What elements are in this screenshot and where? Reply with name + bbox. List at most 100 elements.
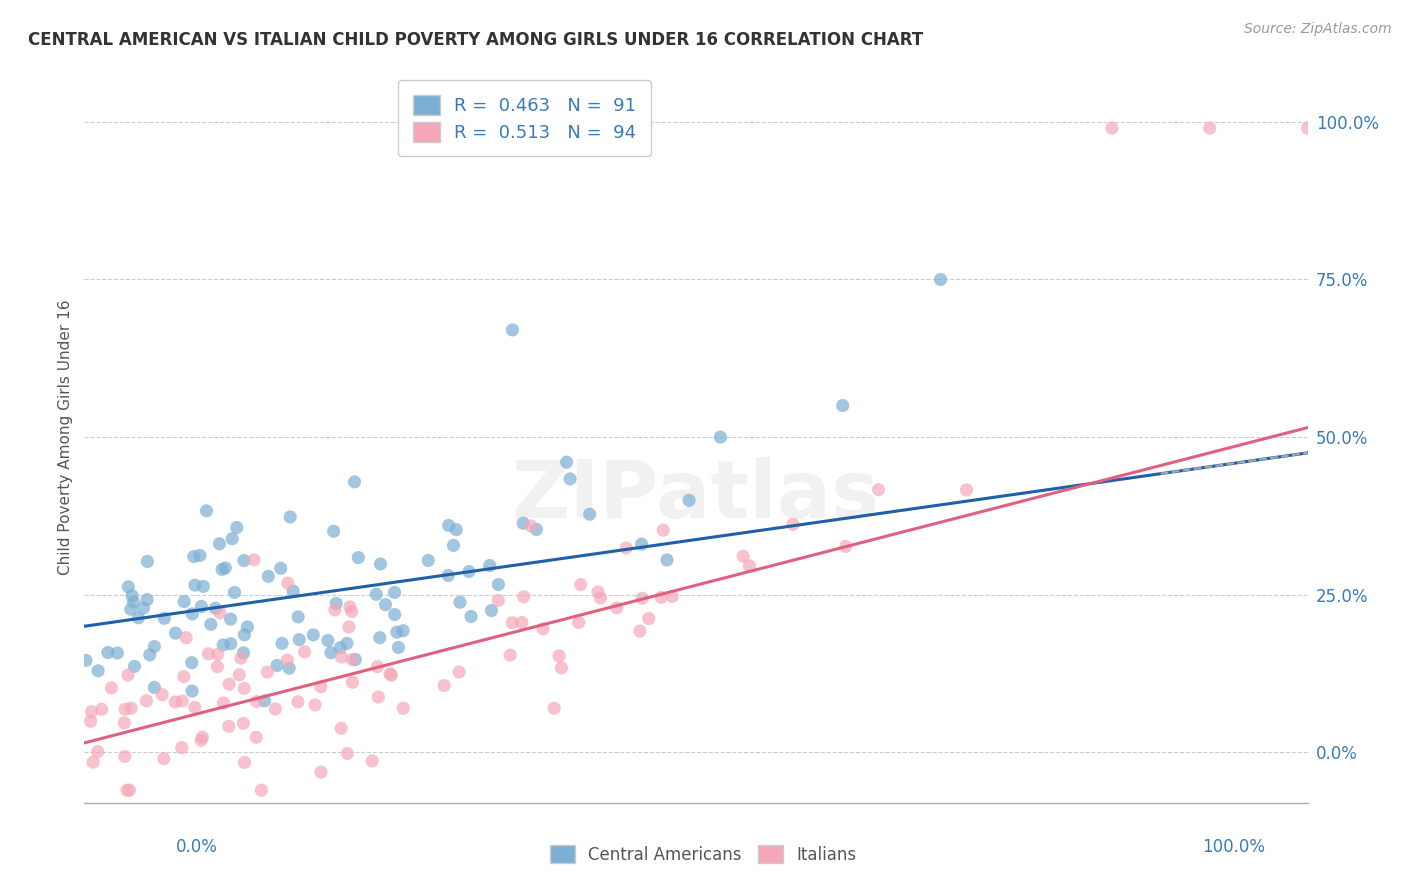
Point <box>233 553 256 567</box>
Point <box>319 646 342 660</box>
Point <box>589 591 612 605</box>
Point <box>207 659 229 673</box>
Point <box>219 612 242 626</box>
Point <box>172 694 194 708</box>
Point <box>309 765 332 780</box>
Point <box>652 523 675 537</box>
Text: 0.0%: 0.0% <box>176 838 218 855</box>
Point <box>250 783 273 797</box>
Point <box>325 596 347 610</box>
Point <box>212 638 235 652</box>
Point <box>114 702 136 716</box>
Point <box>631 591 654 606</box>
Point <box>184 578 207 592</box>
Point <box>153 752 176 766</box>
Point <box>384 585 406 599</box>
Point <box>236 620 259 634</box>
Point <box>181 607 204 621</box>
Point <box>387 640 409 655</box>
Point <box>150 688 173 702</box>
Point <box>510 615 533 630</box>
Point <box>233 628 256 642</box>
Point <box>90 702 112 716</box>
Point <box>329 640 352 655</box>
Point <box>444 523 467 537</box>
Point <box>86 745 108 759</box>
Point <box>650 591 672 605</box>
Point <box>302 628 325 642</box>
Point <box>278 661 301 675</box>
Point <box>82 755 104 769</box>
Point <box>184 700 207 714</box>
Point <box>245 731 267 745</box>
Point <box>246 695 269 709</box>
Point <box>80 705 103 719</box>
Point <box>183 549 205 564</box>
Point <box>1296 121 1319 136</box>
Point <box>105 646 128 660</box>
Point <box>173 670 195 684</box>
Legend: R =  0.463   N =  91, R =  0.513   N =  94: R = 0.463 N = 91, R = 0.513 N = 94 <box>398 80 651 156</box>
Point <box>270 561 292 575</box>
Point <box>288 632 311 647</box>
Point <box>323 603 346 617</box>
Point <box>361 754 384 768</box>
Point <box>218 719 240 733</box>
Point <box>221 532 243 546</box>
Point <box>257 569 280 583</box>
Point <box>586 585 609 599</box>
Point <box>278 510 301 524</box>
Point <box>271 636 294 650</box>
Point <box>139 648 162 662</box>
Point <box>366 587 388 601</box>
Point <box>392 701 415 715</box>
Point <box>738 558 761 573</box>
Point <box>195 504 218 518</box>
Text: Source: ZipAtlas.com: Source: ZipAtlas.com <box>1244 22 1392 37</box>
Point <box>97 645 120 659</box>
Point <box>418 553 440 567</box>
Point <box>330 650 353 665</box>
Point <box>322 524 344 539</box>
Point <box>214 561 236 575</box>
Point <box>370 557 392 571</box>
Point <box>502 323 524 337</box>
Point <box>287 695 309 709</box>
Point <box>606 600 628 615</box>
Point <box>224 585 246 599</box>
Point <box>512 590 534 604</box>
Point <box>1101 121 1123 136</box>
Point <box>153 611 176 625</box>
Point <box>256 665 278 679</box>
Point <box>550 661 572 675</box>
Point <box>835 540 858 554</box>
Point <box>628 624 651 638</box>
Point <box>229 651 252 665</box>
Text: 100.0%: 100.0% <box>1202 838 1265 855</box>
Point <box>733 549 755 564</box>
Point <box>340 605 363 619</box>
Point <box>190 599 212 614</box>
Point <box>212 696 235 710</box>
Point <box>501 615 523 630</box>
Point <box>368 631 391 645</box>
Point <box>100 681 122 695</box>
Point <box>339 599 361 614</box>
Point <box>193 579 215 593</box>
Point <box>347 550 370 565</box>
Point <box>336 636 359 650</box>
Point <box>114 749 136 764</box>
Point <box>118 783 141 797</box>
Point <box>136 592 159 607</box>
Point <box>392 624 415 638</box>
Point <box>181 684 204 698</box>
Point <box>173 594 195 608</box>
Point <box>630 537 652 551</box>
Point <box>204 601 226 615</box>
Point <box>225 520 247 534</box>
Point <box>170 740 193 755</box>
Point <box>558 472 581 486</box>
Point <box>253 694 276 708</box>
Point <box>283 584 305 599</box>
Point <box>678 493 700 508</box>
